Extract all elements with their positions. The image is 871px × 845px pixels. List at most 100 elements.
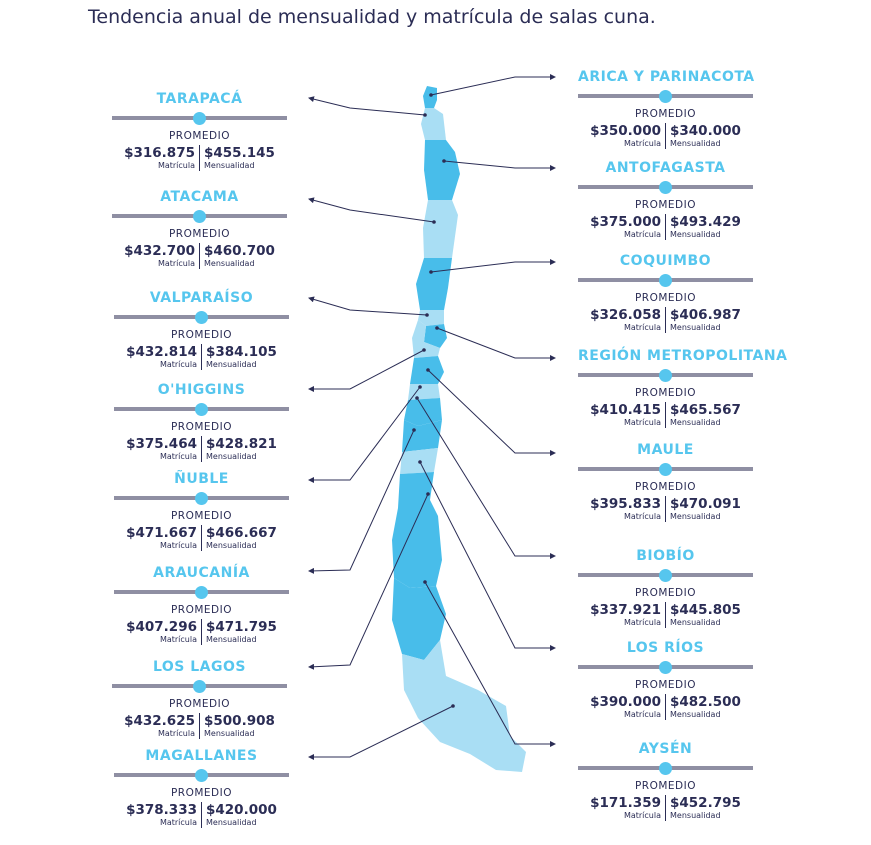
promedio-label: PROMEDIO [168,698,231,710]
matricula-value: $337.921 [590,602,661,618]
region-bar [114,585,289,599]
leader-line-los-rios [419,461,556,651]
region-marker-dot [659,462,672,476]
region-bar [114,402,289,416]
mensualidad-value: $445.805 [670,602,741,618]
mensualidad-value: $470.091 [670,496,741,512]
mensualidad-label: Mensualidad [670,139,721,148]
leader-line-ohiggins [308,349,425,392]
region-card-coquimbo: COQUIMBO PROMEDIO $326.058 Matrícula $406… [578,252,753,333]
promedio-label: PROMEDIO [170,510,233,522]
region-bar [578,761,753,775]
matricula-label: Matrícula [159,452,197,461]
leader-line-los-lagos [308,493,429,670]
promedio-label: PROMEDIO [170,421,233,433]
region-card-araucania: ARAUCANÍA PROMEDIO $407.296 Matrícula $47… [114,564,289,645]
leader-anchor-los-rios [418,460,422,464]
mensualidad-value: $340.000 [670,123,741,139]
leader-anchor-biobio [415,396,419,400]
region-bar [578,273,753,287]
mensualidad-value: $406.987 [670,307,741,323]
map-region-tarapaca [421,108,446,140]
leader-anchor-arica [429,93,433,97]
matricula-value: $432.625 [124,713,195,729]
mensualidad-value: $466.667 [206,525,277,541]
leader-anchor-tarapaca [423,113,427,117]
matricula-value: $326.058 [590,307,661,323]
mensualidad-label: Mensualidad [670,230,721,239]
mensualidad-value: $465.567 [670,402,741,418]
leader-anchor-magallanes [451,704,455,708]
mensualidad-label: Mensualidad [670,323,721,332]
region-name: ANTOFAGASTA [605,160,726,176]
map-region-ohiggins [412,320,440,358]
mensualidad-value: $493.429 [670,214,741,230]
region-card-los-rios: LOS RÍOS PROMEDIO $390.000 Matrícula $482… [578,639,753,720]
leader-anchor-coquimbo [429,270,433,274]
region-name: LOS RÍOS [626,640,705,656]
region-name: ATACAMA [160,189,239,205]
region-marker-dot [193,209,206,223]
matricula-value: $316.875 [124,145,195,161]
mensualidad-value: $384.105 [206,344,277,360]
region-card-valparaiso: VALPARAÍSO PROMEDIO $432.814 Matrícula $3… [114,289,289,370]
leader-line-metropolitana [436,327,556,361]
mensualidad-label: Mensualidad [670,512,721,521]
region-name: LOS LAGOS [152,659,246,675]
matricula-value: $407.296 [126,619,197,635]
region-card-magallanes: MAGALLANES PROMEDIO $378.333 Matrícula $4… [114,747,289,828]
region-name: BIOBÍO [636,548,695,564]
leader-line-biobio [416,397,556,559]
matricula-label: Matrícula [623,323,661,332]
region-name: MAGALLANES [145,748,258,764]
matricula-label: Matrícula [157,259,195,268]
matricula-label: Matrícula [623,230,661,239]
matricula-value: $395.833 [590,496,661,512]
mensualidad-label: Mensualidad [206,360,257,369]
mensualidad-label: Mensualidad [206,541,257,550]
leader-anchor-metropolitana [435,326,439,330]
region-marker-dot [659,180,672,194]
mensualidad-label: Mensualidad [204,161,255,170]
promedio-label: PROMEDIO [170,787,233,799]
region-bar [578,89,753,103]
leader-anchor-los-lagos [426,492,430,496]
matricula-label: Matrícula [623,512,661,521]
leader-line-tarapaca [308,96,426,116]
region-marker-dot [195,585,208,599]
region-card-ohiggins: O'HIGGINS PROMEDIO $375.464 Matrícula $42… [114,381,289,462]
region-bar [578,568,753,582]
region-bar [114,310,289,324]
map-region-valparaiso [418,310,444,326]
mensualidad-label: Mensualidad [670,811,721,820]
map-region-arica [423,86,437,108]
promedio-label: PROMEDIO [634,679,697,691]
mensualidad-value: $452.795 [670,795,741,811]
region-marker-dot [195,402,208,416]
promedio-label: PROMEDIO [634,199,697,211]
mensualidad-label: Mensualidad [206,635,257,644]
region-bar [578,180,753,194]
leader-anchor-aysen [423,580,427,584]
leader-line-maule [427,369,556,456]
matricula-label: Matrícula [159,541,197,550]
map-region-atacama [423,200,458,258]
matricula-label: Matrícula [623,139,661,148]
region-marker-dot [659,660,672,674]
leader-anchor-araucania [412,428,416,432]
matricula-label: Matrícula [159,818,197,827]
leader-anchor-valparaiso [425,313,429,317]
leader-anchor-atacama [432,220,436,224]
promedio-label: PROMEDIO [634,387,697,399]
page-title: Tendencia anual de mensualidad y matrícu… [88,6,656,28]
promedio-label: PROMEDIO [170,604,233,616]
region-card-biobio: BIOBÍO PROMEDIO $337.921 Matrícula $445.8… [578,547,753,628]
mensualidad-label: Mensualidad [206,818,257,827]
region-name: MAULE [637,442,694,458]
region-card-aysen: AYSÉN PROMEDIO $171.359 Matrícula $452.79… [578,740,753,821]
promedio-label: PROMEDIO [170,329,233,341]
region-name: O'HIGGINS [157,382,246,398]
matricula-label: Matrícula [157,729,195,738]
region-bar [578,660,753,674]
